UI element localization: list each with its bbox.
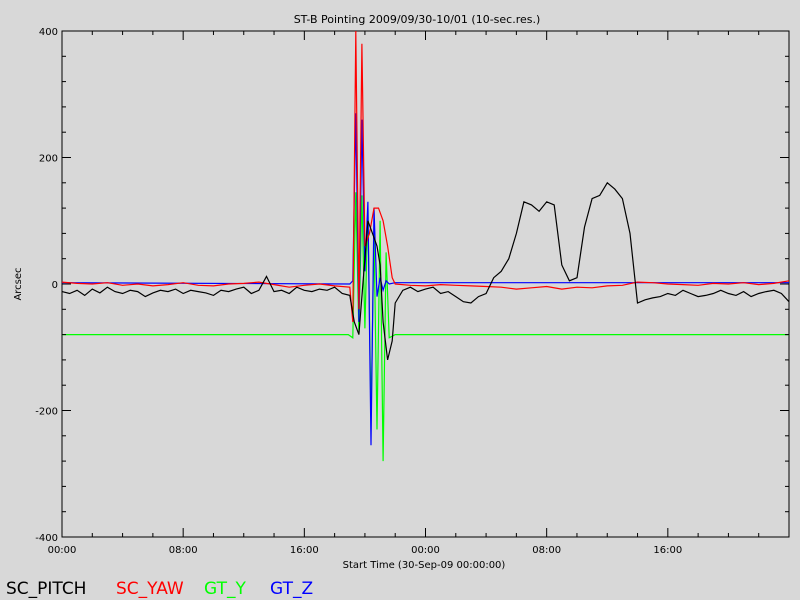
- y-tick-label: 200: [39, 154, 58, 165]
- legend-item-gt-y: GT_Y: [204, 579, 246, 599]
- chart-title: ST-B Pointing 2009/09/30-10/01 (10-sec.r…: [294, 13, 541, 26]
- series-line-gt-y: [62, 192, 789, 462]
- y-tick-label: 0: [52, 280, 58, 291]
- x-tick-label: 16:00: [290, 545, 319, 556]
- x-tick-label: 08:00: [169, 545, 198, 556]
- series-line-sc-pitch: [61, 181, 790, 361]
- legend: SC_PITCH SC_YAW GT_Y GT_Z: [6, 579, 313, 599]
- series-line-gt-z: [61, 113, 789, 446]
- x-axis-label: Start Time (30-Sep-09 00:00:00): [343, 560, 506, 571]
- series-line-sc-yaw: [61, 30, 790, 323]
- x-tick-label: 00:00: [48, 545, 77, 556]
- y-tick-label: -200: [35, 407, 58, 418]
- y-tick-label: -400: [35, 533, 58, 544]
- series-layer: [61, 30, 790, 462]
- legend-item-sc-yaw: SC_YAW: [116, 579, 184, 599]
- y-tick-label: 400: [39, 27, 58, 38]
- axis-layer: -400 -200 0 200 400 00:00 08:00 16:00 00:00 08:00…: [35, 27, 790, 556]
- legend-item-sc-pitch: SC_PITCH: [6, 579, 86, 599]
- x-tick-label: 08:00: [532, 545, 561, 556]
- legend-item-gt-z: GT_Z: [270, 579, 313, 599]
- y-axis-label: Arcsec: [13, 267, 24, 300]
- x-tick-label: 00:00: [411, 545, 440, 556]
- x-tick-label: 16:00: [653, 545, 682, 556]
